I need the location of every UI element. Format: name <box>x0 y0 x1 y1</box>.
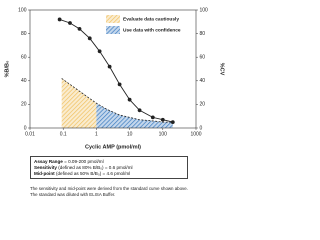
legend-label: Evaluate data cautiously <box>123 16 179 22</box>
data-point <box>77 26 82 31</box>
info-label: Assay Range <box>34 158 63 164</box>
x-tick-label: 0.1 <box>60 131 67 137</box>
y-tick-label: 80 <box>21 31 27 37</box>
data-point <box>160 117 165 122</box>
x-tick-label: 1000 <box>190 131 201 137</box>
legend-label: Use data with confidence <box>123 27 181 33</box>
x-tick-label: 10 <box>127 131 133 137</box>
y2-tick-label: 40 <box>200 78 206 84</box>
x-tick-label: 1 <box>95 131 98 137</box>
x-tick-label: 100 <box>159 131 168 137</box>
chart: Cyclic AMP (pmol/ml) %B/B₀ %CV 0.01 0.1 1 1… <box>4 7 225 150</box>
y2-tick-label: 100 <box>200 7 209 13</box>
series-line <box>61 78 173 123</box>
info-text: (defined as 50% B/B₀) = 4.6 pmol/ml <box>54 170 131 176</box>
data-point <box>97 49 102 54</box>
y-tick-label: 0 <box>24 125 27 131</box>
plot-frame <box>29 9 197 129</box>
info-row: Assay Range = 0.09-200 pmol/ml <box>34 159 184 165</box>
x-tick-label: 0.01 <box>25 131 35 137</box>
y-tick-label: 40 <box>21 78 27 84</box>
region-area <box>96 103 173 128</box>
data-point <box>117 82 122 87</box>
y-tick-label: 100 <box>18 7 27 13</box>
y2-tick-label: 60 <box>200 55 206 61</box>
y-tick-label: 60 <box>21 55 27 61</box>
data-point <box>127 97 132 102</box>
info-label: Mid-point <box>34 170 55 176</box>
data-point <box>137 108 142 113</box>
data-point <box>57 17 62 22</box>
y-tick-label: 20 <box>21 102 27 108</box>
info-text: (defined as 80% B/B₀) = 0.6 pmol/ml <box>56 164 133 170</box>
legend-swatch <box>106 15 120 23</box>
data-point <box>87 36 92 41</box>
data-point <box>150 115 155 120</box>
y2-axis-title: %CV <box>219 63 225 76</box>
y2-tick-label: 80 <box>200 31 206 37</box>
x-axis-title: Cyclic AMP (pmol/ml) <box>85 144 141 150</box>
page: {"chart_data": {"type": "line", "xlabel"… <box>4 7 225 197</box>
y2-tick-label: 0 <box>200 125 203 131</box>
info-text: = 0.09-200 pmol/ml <box>62 158 104 164</box>
info-label: Sensitivity <box>34 164 57 170</box>
info-row: Mid-point (defined as 50% B/B₀) = 4.6 pm… <box>34 171 184 177</box>
legend-swatch <box>106 26 120 34</box>
y-axis-title: %B/B₀ <box>4 60 10 77</box>
info-box: Assay Range = 0.09-200 pmol/ml Sensitivit… <box>30 156 188 179</box>
info-row: Sensitivity (defined as 80% B/B₀) = 0.6 … <box>34 165 184 171</box>
y2-tick-label: 20 <box>200 102 206 108</box>
data-point <box>68 21 72 25</box>
data-point <box>107 64 112 69</box>
region-area <box>61 78 97 128</box>
footnote: The sensitivity and mid-point were deriv… <box>30 186 188 197</box>
